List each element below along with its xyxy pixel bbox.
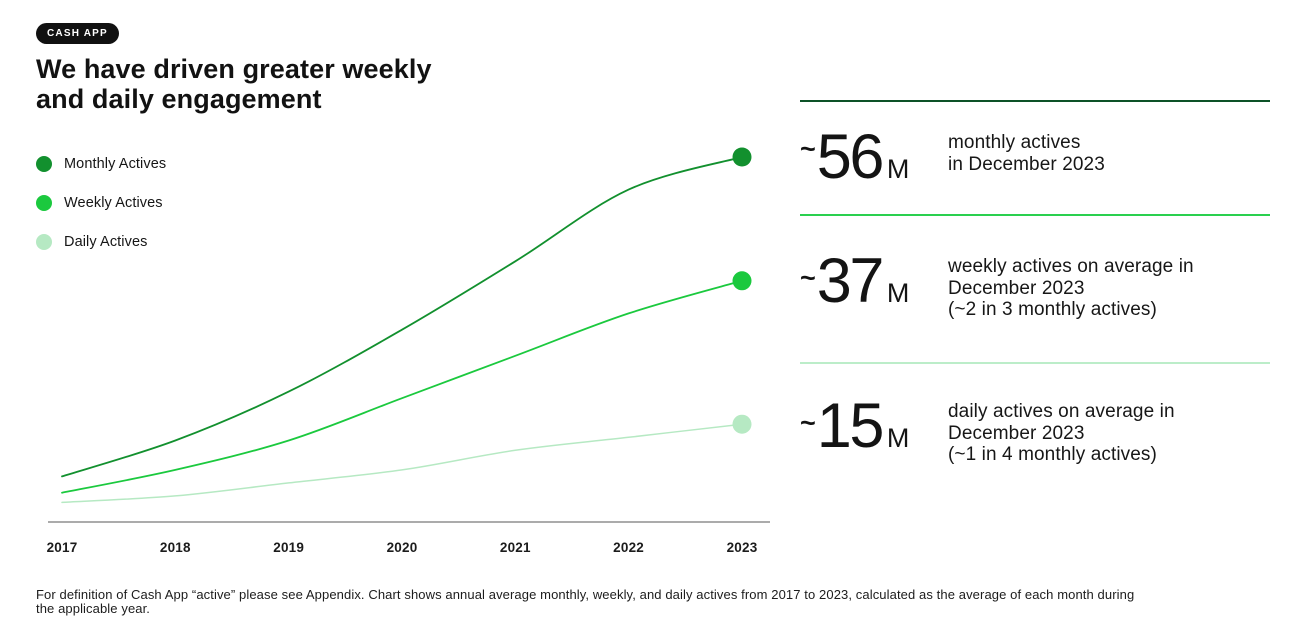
legend-item-weekly-actives: Weekly Actives [36,195,166,211]
monthly-actives-end-marker [732,147,752,167]
stat-unit: M [886,423,911,453]
approx-tilde: ~ [800,262,816,293]
stat-desc-line: daily actives on average in [948,401,1175,422]
legend-label: Weekly Actives [64,195,163,211]
stat-unit: M [886,154,911,184]
daily-actives-end-marker [732,414,752,434]
stat-desc-line: (~2 in 3 monthly actives) [948,299,1157,320]
stat-value: 15 [816,391,885,461]
stat-daily-description: daily actives on average in December 202… [948,397,1270,466]
approx-tilde: ~ [800,407,816,438]
stat-daily-number: ~ 15 M [800,391,948,466]
stat-value: 56 [816,122,885,192]
stat-desc-line: weekly actives on average in [948,256,1194,277]
stat-desc-line: (~1 in 4 monthly actives) [948,444,1157,465]
weekly-actives-end-marker [732,271,752,291]
x-axis-label-2017: 2017 [47,540,78,555]
stat-desc-line: December 2023 [948,277,1085,299]
stat-weekly-actives: ~ 37 M weekly actives on average in Dece… [800,214,1270,321]
daily-actives-dot-icon [36,234,52,250]
monthly-actives-dot-icon [36,156,52,172]
legend-item-daily-actives: Daily Actives [36,234,166,250]
stat-desc-line: in December 2023 [948,153,1105,175]
weekly-actives-line [61,279,743,494]
footnote: For definition of Cash App “active” plea… [36,587,1135,616]
x-axis-label-2020: 2020 [387,540,418,555]
x-axis-label-2021: 2021 [500,540,531,555]
daily-actives-line [61,423,743,504]
x-axis-label-2022: 2022 [613,540,644,555]
stat-monthly-number: ~ 56 M [800,122,948,192]
page-title: We have driven greater weekly and daily … [36,54,432,114]
legend-item-monthly-actives: Monthly Actives [36,156,166,172]
stat-weekly-description: weekly actives on average in December 20… [948,252,1270,321]
legend-label: Monthly Actives [64,156,167,172]
chart-legend: Monthly Actives Weekly Actives Daily Act… [36,156,166,250]
stat-value: 37 [816,246,885,316]
stat-desc-line: December 2023 [948,422,1085,444]
approx-tilde: ~ [800,133,816,164]
stat-monthly-actives: ~ 56 M monthly actives in December 2023 [800,100,1270,192]
x-axis-label-2018: 2018 [160,540,191,555]
legend-label: Daily Actives [64,234,148,250]
x-axis-label-2019: 2019 [273,540,304,555]
x-axis-label-2023: 2023 [727,540,758,555]
weekly-actives-dot-icon [36,195,52,211]
stat-daily-actives: ~ 15 M daily actives on average in Decem… [800,362,1270,466]
engagement-line-chart: 2017 2018 2019 2020 2021 2022 2023 [47,147,770,555]
stat-desc-line: monthly actives [948,132,1081,153]
monthly-actives-line [61,156,743,478]
stat-weekly-number: ~ 37 M [800,246,948,321]
page-title-line-1: We have driven greater weekly [36,54,432,84]
stat-monthly-description: monthly actives in December 2023 [948,128,1270,186]
stat-unit: M [886,278,911,308]
page-title-line-2: and daily engagement [36,84,322,114]
cash-app-badge: CASH APP [36,23,119,44]
